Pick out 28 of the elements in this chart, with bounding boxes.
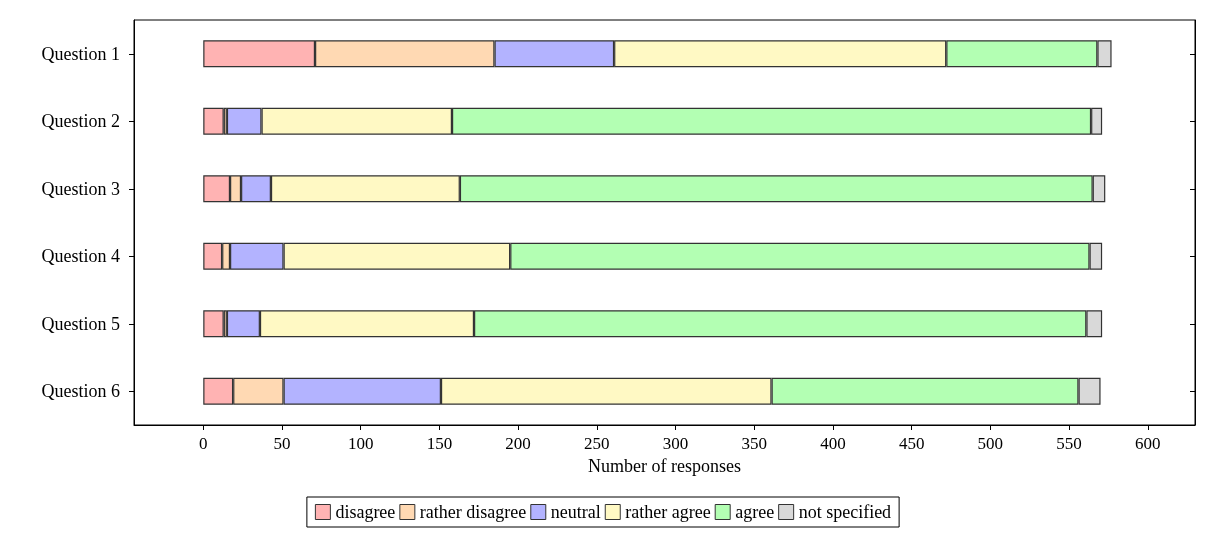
x-tick-label: 150 [426, 434, 453, 453]
x-axis-title: Number of responses [588, 455, 741, 476]
legend-label: disagree [335, 502, 396, 522]
x-tick-label: 200 [505, 434, 531, 453]
x-tick-label: 500 [977, 434, 1004, 453]
y-tick-label: Question 6 [41, 381, 120, 402]
x-tick-label: 400 [820, 434, 846, 453]
x-tick-label: 50 [273, 434, 291, 453]
legend-label: rather agree [625, 502, 711, 522]
y-tick-label: Question 3 [41, 178, 120, 199]
x-tick-label: 450 [898, 434, 925, 453]
x-tick-label: 0 [199, 434, 208, 453]
y-tick-label: Question 5 [41, 313, 120, 334]
y-tick-label: Question 2 [41, 111, 120, 132]
x-tick-label: 300 [662, 434, 689, 453]
x-tick-label: 250 [584, 434, 610, 453]
legend-label: not specified [798, 502, 892, 522]
bar [203, 310, 224, 338]
x-tick-label: 100 [347, 434, 374, 453]
x-tick-label: 600 [1135, 434, 1161, 453]
x-tick-label: 550 [1056, 434, 1082, 453]
y-tick-label: Question 4 [41, 246, 120, 267]
y-tick-label: Question 1 [41, 43, 120, 64]
bar [203, 107, 224, 135]
legend-label: neutral [550, 502, 601, 522]
legend-label: agree [735, 502, 775, 522]
x-tick-label: 350 [741, 434, 767, 453]
legend-label: rather disagree [419, 502, 527, 522]
